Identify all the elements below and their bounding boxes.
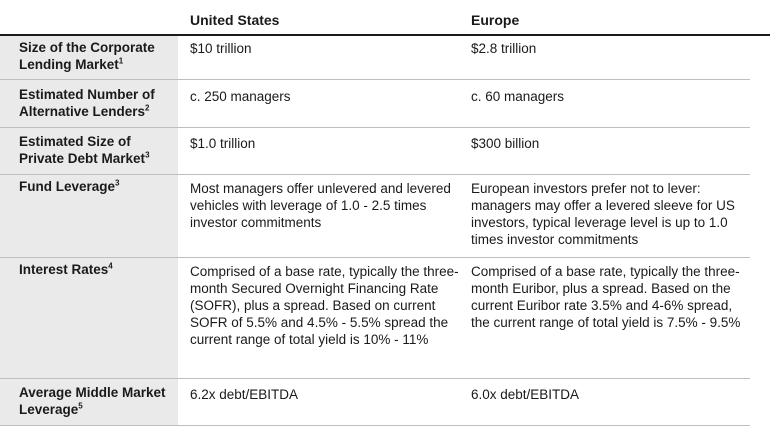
table-row-alternative-lenders: Estimated Number of Alternative Lenders2… xyxy=(0,80,750,128)
footnote-marker: 3 xyxy=(145,150,150,160)
row-label: Estimated Number of Alternative Lenders2 xyxy=(19,86,177,120)
row-label-background xyxy=(0,36,178,79)
europe-value: c. 60 managers xyxy=(471,89,565,104)
table-row-fund-leverage: Fund Leverage3 Most managers offer unlev… xyxy=(0,175,750,258)
table-row-interest-rates: Interest Rates4 Comprised of a base rate… xyxy=(0,258,750,379)
footnote-marker: 3 xyxy=(115,178,120,188)
row-label-text: Fund Leverage xyxy=(19,179,116,194)
europe-value: $300 billion xyxy=(471,136,540,151)
footnote-marker: 1 xyxy=(118,56,124,66)
europe-value: Comprised of a base rate, typically the … xyxy=(471,264,741,330)
us-value: $1.0 trillion xyxy=(190,136,256,151)
europe-value: 6.0x debt/EBITDA xyxy=(471,387,580,402)
europe-value: $2.8 trillion xyxy=(471,41,537,56)
row-label: Estimated Size of Private Debt Market3 xyxy=(19,133,177,167)
row-label-text: Size of the Corporate Lending Market xyxy=(19,40,155,72)
row-label-background xyxy=(0,258,178,378)
us-value: Most managers offer unlevered and levere… xyxy=(190,181,451,230)
row-label-text: Interest Rates xyxy=(19,262,109,277)
row-label-text: Estimated Size of Private Debt Market xyxy=(19,134,146,166)
footnote-marker: 5 xyxy=(78,401,83,411)
footnote-marker: 2 xyxy=(145,103,150,113)
table-row-corporate-lending: Size of the Corporate Lending Market1 $1… xyxy=(0,36,750,80)
us-value: Comprised of a base rate, typically the … xyxy=(190,264,459,347)
us-value: c. 250 managers xyxy=(190,89,291,104)
row-label: Fund Leverage3 xyxy=(19,178,177,195)
footnote-marker: 4 xyxy=(108,261,113,271)
row-label-text: Estimated Number of Alternative Lenders xyxy=(19,87,155,119)
row-label-background xyxy=(0,128,178,174)
row-label-background xyxy=(0,175,178,257)
table-row-private-debt: Estimated Size of Private Debt Market3 $… xyxy=(0,128,750,175)
table-header: United States Europe xyxy=(0,0,770,36)
table-row-middle-market-leverage: Average Middle Market Leverage5 6.2x deb… xyxy=(0,379,750,426)
header-europe: Europe xyxy=(471,12,520,28)
row-label-background xyxy=(0,379,178,425)
row-label: Interest Rates4 xyxy=(19,261,177,278)
us-value: $10 trillion xyxy=(190,41,252,56)
us-value: 6.2x debt/EBITDA xyxy=(190,387,299,402)
europe-value: European investors prefer not to lever: … xyxy=(471,181,735,247)
row-label-text: Average Middle Market Leverage xyxy=(19,385,166,417)
row-label: Size of the Corporate Lending Market1 xyxy=(19,39,177,73)
row-label: Average Middle Market Leverage5 xyxy=(19,384,177,418)
row-label-background xyxy=(0,80,178,127)
header-us: United States xyxy=(190,12,280,28)
